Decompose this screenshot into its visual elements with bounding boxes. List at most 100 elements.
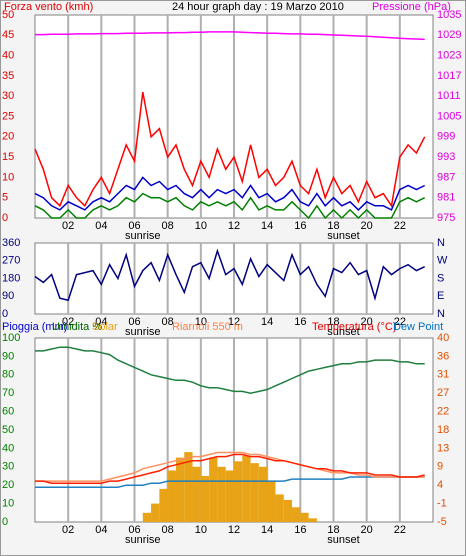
y2-tick-label: 1029 bbox=[437, 29, 461, 41]
y2-tick-label: 18 bbox=[437, 424, 449, 436]
y-tick-label: 90 bbox=[2, 350, 14, 362]
x-tick-label: 10 bbox=[195, 220, 207, 232]
y2-tick-label: 4 bbox=[437, 479, 443, 491]
sun-label: sunset bbox=[327, 230, 359, 242]
solar-bar bbox=[192, 466, 201, 522]
y-tick-label: 360 bbox=[2, 237, 20, 249]
y-tick-label: 50 bbox=[2, 9, 14, 21]
solar-bar bbox=[159, 488, 168, 522]
series-line bbox=[34, 91, 426, 208]
sun-label: sunset bbox=[327, 326, 359, 338]
solar-bar bbox=[175, 457, 185, 522]
x-tick-label: 06 bbox=[128, 220, 140, 232]
y-tick-label: 15 bbox=[2, 151, 14, 163]
series-line bbox=[35, 451, 425, 482]
x-tick-label: 02 bbox=[62, 316, 74, 328]
solar-bar bbox=[292, 507, 301, 522]
y2-tick-label: 9 bbox=[437, 461, 443, 473]
x-tick-label: 14 bbox=[261, 220, 273, 232]
series-line bbox=[34, 176, 426, 211]
x-tick-label: 10 bbox=[195, 316, 207, 328]
y-tick-label: 40 bbox=[2, 442, 14, 454]
solar-bar bbox=[217, 466, 226, 522]
x-tick-label: 08 bbox=[162, 316, 174, 328]
solar-bar bbox=[225, 470, 234, 522]
x-tick-label: 12 bbox=[228, 316, 240, 328]
solar-bar bbox=[184, 452, 193, 522]
header-label: Dew Point bbox=[393, 321, 443, 333]
solar-bar bbox=[167, 470, 176, 522]
solar-bar bbox=[275, 494, 284, 522]
y2-tick-label: W bbox=[437, 255, 448, 267]
x-tick-label: 20 bbox=[361, 524, 373, 536]
y-tick-label: 30 bbox=[2, 90, 14, 102]
solar-bar bbox=[300, 512, 309, 522]
x-tick-label: 06 bbox=[128, 316, 140, 328]
y-tick-label: 80 bbox=[2, 369, 14, 381]
header-label: Umidita % bbox=[52, 321, 102, 333]
y2-tick-label: 975 bbox=[437, 212, 455, 224]
series-line bbox=[35, 476, 425, 488]
y-tick-label: 180 bbox=[2, 272, 20, 284]
y2-tick-label: 31 bbox=[437, 369, 449, 381]
solar-bar bbox=[242, 455, 251, 522]
solar-bar bbox=[142, 512, 152, 522]
y-tick-label: 10 bbox=[2, 498, 14, 510]
y-tick-label: 10 bbox=[2, 171, 14, 183]
solar-bar bbox=[308, 518, 317, 522]
y2-tick-label: -5 bbox=[437, 516, 447, 528]
y2-tick-label: -1 bbox=[437, 498, 447, 510]
header-label: Forza vento (kmh) bbox=[4, 1, 93, 13]
header-label: Pioggia (mm) bbox=[2, 321, 67, 333]
solar-bar bbox=[267, 481, 276, 522]
x-tick-label: 02 bbox=[62, 220, 74, 232]
y2-tick-label: E bbox=[437, 290, 444, 302]
y2-tick-label: 1023 bbox=[437, 50, 461, 62]
x-tick-label: 06 bbox=[128, 524, 140, 536]
x-tick-label: 16 bbox=[294, 524, 306, 536]
y2-tick-label: 1017 bbox=[437, 70, 461, 82]
y2-tick-label: 993 bbox=[437, 151, 455, 163]
y2-tick-label: 1035 bbox=[437, 9, 461, 21]
y-tick-label: 0 bbox=[2, 308, 8, 320]
y2-tick-label: 999 bbox=[437, 131, 455, 143]
y2-tick-label: 27 bbox=[437, 387, 449, 399]
sun-label: sunrise bbox=[125, 534, 160, 546]
y-tick-label: 50 bbox=[2, 424, 14, 436]
solar-bar bbox=[151, 503, 160, 522]
series-line bbox=[34, 248, 426, 302]
x-tick-label: 18 bbox=[327, 524, 339, 536]
sun-label: sunrise bbox=[125, 230, 160, 242]
y-tick-label: 45 bbox=[2, 29, 14, 41]
x-tick-label: 14 bbox=[261, 524, 273, 536]
solar-bar bbox=[283, 499, 293, 522]
y2-tick-label: 22 bbox=[437, 406, 449, 418]
sun-label: sunrise bbox=[125, 326, 160, 338]
header-label: Solar bbox=[92, 321, 118, 333]
y-tick-label: 40 bbox=[2, 50, 14, 62]
y2-tick-label: 981 bbox=[437, 192, 455, 204]
y-tick-label: 20 bbox=[2, 479, 14, 491]
y2-tick-label: N bbox=[437, 237, 445, 249]
y-tick-label: 30 bbox=[2, 461, 14, 473]
solar-bar bbox=[258, 466, 268, 522]
y-tick-label: 0 bbox=[2, 516, 8, 528]
y2-tick-label: S bbox=[437, 272, 444, 284]
y-tick-label: 35 bbox=[2, 70, 14, 82]
solar-bar bbox=[200, 476, 210, 522]
y-tick-label: 100 bbox=[2, 332, 20, 344]
header-label: Temperatura (°C) bbox=[312, 321, 396, 333]
series-line bbox=[35, 346, 425, 394]
x-tick-label: 16 bbox=[294, 316, 306, 328]
x-tick-label: 08 bbox=[162, 220, 174, 232]
header-label: Riarnoli 550 m bbox=[172, 321, 243, 333]
y2-tick-label: 13 bbox=[437, 442, 449, 454]
solar-bar bbox=[250, 463, 259, 522]
y2-tick-label: 40 bbox=[437, 332, 449, 344]
y-tick-label: 20 bbox=[2, 131, 14, 143]
x-tick-label: 22 bbox=[394, 524, 406, 536]
y2-tick-label: 1005 bbox=[437, 110, 461, 122]
x-tick-label: 18 bbox=[327, 316, 339, 328]
x-tick-label: 22 bbox=[394, 316, 406, 328]
